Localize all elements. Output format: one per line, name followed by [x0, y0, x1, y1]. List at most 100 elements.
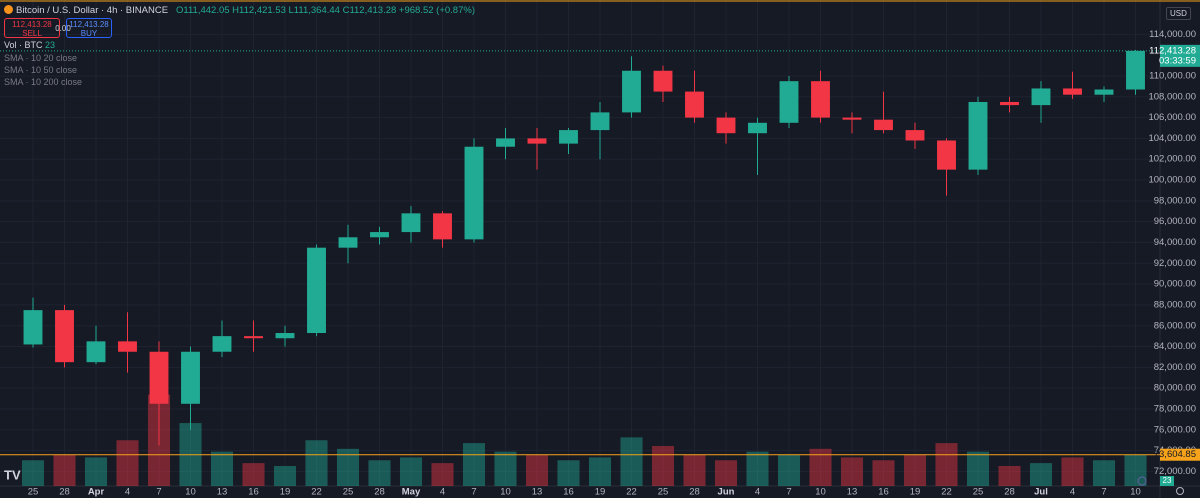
volume-bar — [746, 451, 769, 486]
candle-body — [590, 112, 610, 131]
x-tick-label: 19 — [280, 487, 291, 498]
x-tick-label: 7 — [471, 487, 476, 498]
indicator[interactable]: SMA · 10 20 close — [4, 53, 78, 63]
volume-bar — [966, 451, 990, 486]
x-tick-label: 13 — [217, 487, 228, 498]
settings-icon[interactable] — [1176, 487, 1184, 495]
y-tick-label: 100,000.00 — [1148, 175, 1196, 186]
volume-bar — [1124, 454, 1147, 486]
y-tick-label: 92,000.00 — [1154, 258, 1196, 269]
candle-body — [653, 70, 673, 92]
candle-body — [716, 117, 736, 134]
y-tick-label: 82,000.00 — [1154, 362, 1196, 373]
x-tick-label: May — [402, 487, 421, 498]
volume-bar — [809, 448, 832, 486]
y-tick-label: 84,000.00 — [1154, 341, 1196, 352]
y-tick-label: 78,000.00 — [1154, 404, 1196, 415]
x-tick-label: 19 — [910, 487, 921, 498]
x-tick-label: 28 — [374, 487, 385, 498]
x-tick-label: 25 — [973, 487, 984, 498]
sell-button[interactable]: 112,413.28 SELL — [4, 18, 60, 38]
candle-body — [433, 213, 452, 240]
volume-value: 23 — [1163, 476, 1172, 485]
last-price-bg — [1160, 44, 1200, 67]
x-tick-label: Jul — [1034, 487, 1048, 498]
x-tick-label: 28 — [59, 487, 70, 498]
y-tick-label: 102,000.00 — [1148, 154, 1196, 165]
candle-body — [968, 101, 988, 170]
buy-label: BUY — [80, 29, 98, 38]
low: L111,364.44 — [288, 5, 340, 16]
candle-body — [842, 117, 862, 120]
y-tick-label: 72,000.00 — [1154, 466, 1196, 477]
y-tick-label: 114,000.00 — [1149, 29, 1196, 40]
countdown: 03:33:59 — [1159, 55, 1196, 66]
volume-bar — [840, 457, 864, 486]
y-tick-label: 86,000.00 — [1154, 320, 1196, 331]
candle-body — [1031, 88, 1051, 106]
x-tick-label: 19 — [595, 487, 606, 498]
x-tick-label: 16 — [563, 487, 574, 498]
volume-bar — [872, 460, 895, 486]
indicator[interactable]: SMA · 10 200 close — [4, 77, 83, 87]
high: H112,421.53 — [232, 5, 286, 16]
volume-bar — [399, 457, 423, 486]
candle-body — [1126, 50, 1145, 90]
candle-body — [874, 119, 893, 131]
candle-body — [338, 237, 358, 248]
y-tick-label: 90,000.00 — [1154, 279, 1196, 290]
volume-bar — [1029, 463, 1053, 486]
y-tick-label: 96,000.00 — [1154, 216, 1196, 227]
candle-body — [181, 351, 200, 404]
candle-body — [748, 122, 767, 134]
volume-bar — [557, 460, 580, 486]
candle-body — [275, 333, 295, 339]
indicator[interactable]: SMA · 10 50 close — [4, 65, 78, 75]
candle-body — [811, 81, 830, 118]
volume-bar — [462, 443, 486, 486]
volume-bar — [53, 454, 76, 486]
currency[interactable]: USD — [1166, 7, 1191, 20]
volume-bar — [525, 454, 549, 486]
candle-body — [905, 130, 925, 141]
y-tick-label: 98,000.00 — [1154, 195, 1196, 206]
x-tick-label: 7 — [156, 487, 161, 498]
volume-bar — [714, 460, 738, 486]
y-tick-label: 88,000.00 — [1154, 299, 1196, 310]
volume-bar — [368, 460, 391, 486]
x-tick-label: 25 — [343, 487, 354, 498]
volume-bar — [777, 454, 801, 486]
open: O111,442.05 — [176, 5, 230, 16]
x-tick-label: 7 — [1101, 487, 1106, 498]
y-tick-label: 80,000.00 — [1154, 383, 1196, 394]
volume-label-bg — [1160, 476, 1174, 486]
volume-bar — [998, 465, 1021, 486]
volume-bar — [903, 454, 927, 486]
x-tick-label: 22 — [311, 487, 322, 498]
volume-bar — [1061, 457, 1084, 486]
candle-body — [55, 310, 74, 363]
y-tick-label: 76,000.00 — [1154, 424, 1196, 435]
x-tick-label: 7 — [786, 487, 791, 498]
hline-label: 73,604.85 — [1154, 449, 1196, 460]
candle-body — [370, 232, 389, 238]
symbol[interactable]: Bitcoin / U.S. Dollar · 4h · BINANCE — [16, 5, 169, 16]
x-tick-label: 4 — [440, 487, 445, 498]
x-tick-label: Apr — [88, 487, 105, 498]
candle-body — [118, 341, 137, 352]
x-tick-label: 4 — [755, 487, 760, 498]
volume-bar — [305, 440, 328, 486]
x-tick-label: Jun — [718, 487, 735, 498]
icon[interactable] — [1137, 476, 1147, 486]
buy-price: 112,413.28 — [69, 20, 109, 29]
candle-body — [622, 70, 641, 113]
change: +968.52 (+0.87%) — [398, 5, 475, 16]
candle-body — [527, 138, 547, 144]
x-tick-label: 25 — [28, 487, 39, 498]
volume-bar — [242, 463, 265, 486]
y-tick-label: 104,000.00 — [1148, 133, 1196, 144]
volume-bar — [431, 463, 454, 486]
last-price-label: 112,413.28 — [1149, 45, 1196, 56]
candle-body — [307, 247, 326, 334]
buy-button[interactable]: 112,413.28 BUY — [66, 18, 112, 38]
